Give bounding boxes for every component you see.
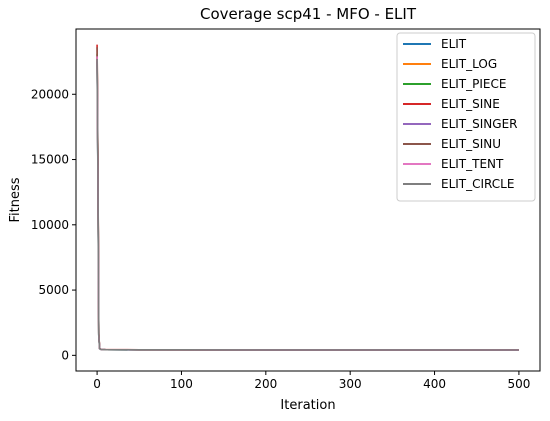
legend-entry: ELIT_SINU	[441, 137, 501, 151]
plot-frame	[75, 28, 541, 372]
legend-entry: ELIT	[441, 37, 467, 51]
y-axis-ticks: 0 5000 10000 15000 20000	[31, 87, 76, 362]
chart-title: Coverage scp41 - MFO - ELIT	[200, 5, 417, 23]
x-tick-label: 200	[254, 377, 277, 391]
legend: ELIT ELIT_LOG ELIT_PIECE ELIT_SINE ELIT_SING…	[396, 32, 536, 202]
series-lines	[96, 44, 519, 351]
x-tick-label: 300	[339, 377, 362, 391]
legend-entry: ELIT_SINE	[441, 97, 500, 111]
legend-box	[396, 32, 536, 202]
y-tick-label: 0	[61, 348, 69, 362]
y-axis-label: Fitness	[8, 177, 23, 222]
legend-entry: ELIT_PIECE	[441, 77, 506, 91]
legend-entry: ELIT_LOG	[441, 57, 497, 71]
x-tick-label: 500	[507, 377, 530, 391]
x-tick-label: 100	[170, 377, 193, 391]
legend-entry: ELIT_SINGER	[441, 117, 518, 131]
legend-entry: ELIT_TENT	[441, 157, 504, 171]
series-line-elit-circle	[96, 59, 519, 351]
y-tick-label: 10000	[31, 218, 69, 232]
x-tick-label: 400	[423, 377, 446, 391]
y-tick-label: 20000	[31, 87, 69, 101]
legend-entry: ELIT_CIRCLE	[441, 177, 514, 191]
x-tick-label: 0	[93, 377, 101, 391]
y-tick-label: 5000	[38, 283, 69, 297]
y-tick-label: 15000	[31, 153, 69, 167]
x-axis-label: Iteration	[280, 398, 335, 413]
x-axis-ticks: 0 100 200 300 400 500	[93, 371, 530, 391]
